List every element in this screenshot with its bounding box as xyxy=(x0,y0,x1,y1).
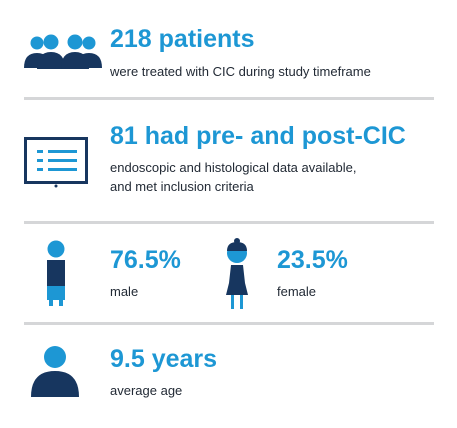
male-label: male xyxy=(110,284,139,299)
section-divider xyxy=(24,97,434,100)
included-count-headline: 81 had pre- and post-CIC xyxy=(110,122,406,150)
female-percentage: 23.5% xyxy=(277,246,348,274)
included-description-line-2: and met inclusion criteria xyxy=(110,179,254,194)
patients-count-headline: 218 patients xyxy=(110,25,255,53)
monitor-list-icon xyxy=(24,137,88,188)
average-age-label: average age xyxy=(110,383,183,398)
section-divider xyxy=(24,322,434,325)
female-label: female xyxy=(277,284,317,299)
section-divider xyxy=(24,221,434,224)
patients-group-icon xyxy=(23,34,103,74)
average-age-headline: 9.5 years xyxy=(110,345,218,373)
patients-description: were treated with CIC during study timef… xyxy=(110,64,371,79)
male-percentage: 76.5% xyxy=(110,246,181,274)
included-description-line-1: endoscopic and histological data availab… xyxy=(110,160,357,175)
female-figure-icon xyxy=(224,237,250,309)
male-figure-icon xyxy=(44,240,68,306)
person-bust-icon xyxy=(30,345,80,397)
